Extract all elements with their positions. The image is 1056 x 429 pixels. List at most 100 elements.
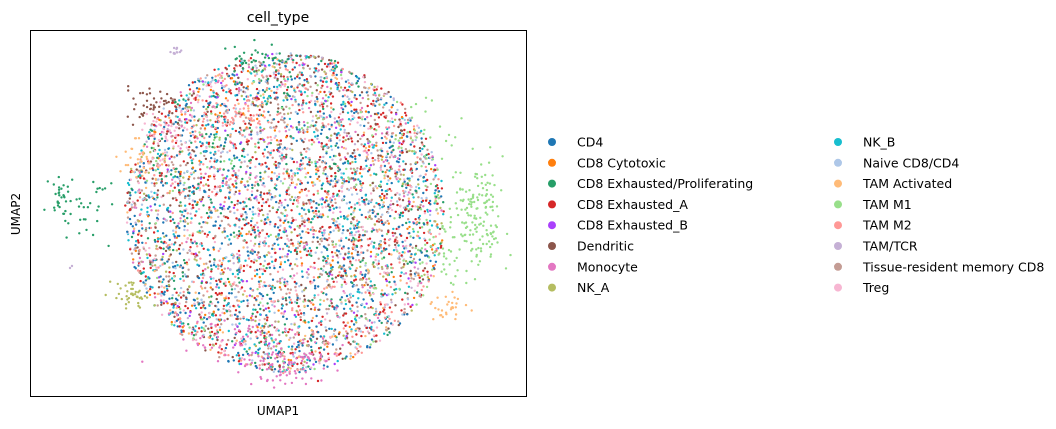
scatter-point [242,264,246,268]
scatter-point [319,298,322,302]
scatter-point [267,347,270,350]
scatter-point [160,285,163,288]
scatter-point [361,118,364,121]
scatter-point [184,111,187,114]
scatter-point [345,179,348,183]
scatter-point [154,254,157,257]
scatter-point [354,160,357,164]
scatter-point [158,123,161,126]
scatter-point [333,329,336,332]
scatter-point [232,185,236,188]
scatter-point [387,179,390,182]
scatter-point [389,199,393,203]
scatter-point [296,86,299,89]
scatter-point [307,210,311,213]
scatter-point [320,184,324,187]
scatter-point [243,91,247,94]
scatter-point [298,108,301,112]
scatter-point [135,168,138,171]
scatter-point [298,71,302,74]
scatter-point [279,219,282,222]
scatter-point [276,360,279,363]
scatter-point [291,267,294,271]
scatter-point [292,355,295,358]
scatter-point [383,177,386,180]
scatter-point [245,350,248,353]
scatter-point [325,177,329,180]
scatter-point [258,235,261,238]
scatter-point [367,211,370,214]
scatter-point [373,118,376,122]
scatter-point [331,343,335,346]
scatter-point [330,123,333,127]
scatter-point [404,183,407,186]
scatter-point [351,160,354,164]
scatter-point [250,330,253,333]
scatter-point [330,134,333,137]
scatter-point [262,201,265,204]
scatter-point [331,74,334,77]
scatter-point [427,152,430,156]
scatter-point [177,294,180,297]
scatter-point [127,191,130,194]
scatter-point [203,111,206,115]
scatter-point [370,240,374,243]
scatter-point [410,277,413,280]
scatter-point [316,192,320,195]
scatter-point [301,167,304,170]
scatter-point [314,350,317,353]
scatter-point [412,230,415,233]
scatter-point [218,278,221,281]
scatter-point [293,66,296,69]
scatter-point [344,253,347,256]
scatter-point [156,229,159,233]
scatter-point [257,138,260,141]
scatter-point [182,248,185,251]
scatter-point [306,88,310,91]
scatter-point [392,275,395,279]
scatter-point [202,163,205,166]
scatter-point [379,215,383,219]
scatter-point [303,219,306,222]
scatter-point [357,116,360,119]
scatter-point [182,329,185,332]
scatter-point [286,168,289,171]
scatter-point [283,355,286,358]
scatter-point [313,215,316,218]
scatter-point [227,260,230,263]
scatter-point [216,117,219,120]
scatter-point [290,231,293,234]
scatter-point [256,131,259,134]
scatter-point [424,199,428,202]
scatter-point [341,225,345,228]
scatter-point [371,208,374,212]
scatter-point [260,74,264,77]
scatter-point [246,78,249,81]
scatter-point [273,225,276,228]
scatter-point [372,292,375,296]
scatter-point [237,92,240,95]
scatter-point [304,212,307,216]
scatter-point [137,191,140,194]
scatter-point [253,296,256,300]
scatter-point [154,169,157,172]
scatter-point [294,315,298,318]
scatter-point [313,55,316,59]
scatter-point [218,356,221,359]
scatter-point [364,291,367,294]
scatter-point [189,101,193,105]
scatter-point [300,283,303,287]
scatter-point [306,121,309,125]
scatter-point [137,181,140,185]
scatter-point [181,150,184,153]
scatter-point [421,147,424,151]
scatter-point [175,154,179,157]
scatter-point [166,206,170,210]
scatter-point [224,137,227,140]
scatter-point [220,242,224,245]
scatter-point [373,85,376,89]
scatter-point [262,264,265,268]
scatter-point [291,219,294,223]
scatter-point [387,126,391,129]
scatter-point [216,170,220,173]
